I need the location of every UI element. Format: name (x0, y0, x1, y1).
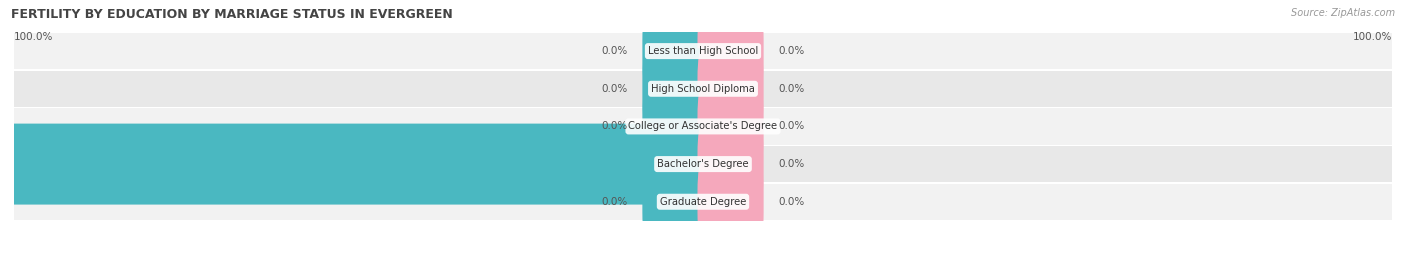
FancyBboxPatch shape (643, 86, 709, 167)
FancyBboxPatch shape (643, 48, 709, 129)
FancyBboxPatch shape (697, 10, 763, 91)
Bar (14, 71, 1392, 107)
Text: 0.0%: 0.0% (779, 159, 806, 169)
Text: 0.0%: 0.0% (600, 84, 627, 94)
Text: 0.0%: 0.0% (779, 121, 806, 132)
Text: High School Diploma: High School Diploma (651, 84, 755, 94)
Text: 0.0%: 0.0% (779, 197, 806, 207)
Text: Bachelor's Degree: Bachelor's Degree (657, 159, 749, 169)
FancyBboxPatch shape (697, 86, 763, 167)
Text: 0.0%: 0.0% (779, 46, 806, 56)
Text: FERTILITY BY EDUCATION BY MARRIAGE STATUS IN EVERGREEN: FERTILITY BY EDUCATION BY MARRIAGE STATU… (11, 8, 453, 21)
FancyBboxPatch shape (697, 48, 763, 129)
Bar (14, 146, 1392, 182)
FancyBboxPatch shape (697, 123, 763, 204)
FancyBboxPatch shape (697, 161, 763, 242)
Text: Less than High School: Less than High School (648, 46, 758, 56)
Bar (14, 108, 1392, 144)
Text: College or Associate's Degree: College or Associate's Degree (628, 121, 778, 132)
Text: Source: ZipAtlas.com: Source: ZipAtlas.com (1291, 8, 1395, 18)
FancyBboxPatch shape (643, 161, 709, 242)
Bar (14, 184, 1392, 220)
Text: 0.0%: 0.0% (779, 84, 806, 94)
Text: 100.0%: 100.0% (1353, 31, 1392, 41)
Bar (14, 33, 1392, 69)
Text: 100.0%: 100.0% (14, 31, 53, 41)
Text: 0.0%: 0.0% (600, 197, 627, 207)
Text: Graduate Degree: Graduate Degree (659, 197, 747, 207)
Text: 0.0%: 0.0% (600, 46, 627, 56)
FancyBboxPatch shape (8, 123, 709, 204)
Text: 0.0%: 0.0% (600, 121, 627, 132)
FancyBboxPatch shape (643, 10, 709, 91)
